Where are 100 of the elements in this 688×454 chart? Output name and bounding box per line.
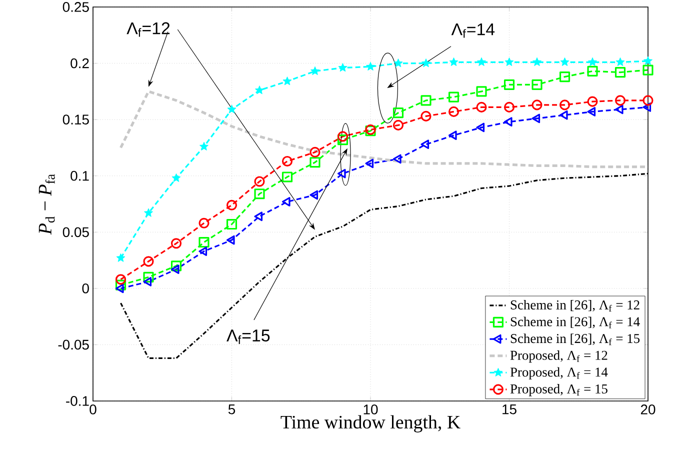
point	[115, 274, 126, 285]
annotation: Λ$_{f}$=15	[226, 330, 270, 344]
point	[170, 264, 180, 274]
point	[392, 154, 402, 164]
point	[588, 57, 598, 66]
point	[143, 256, 154, 267]
point	[143, 276, 152, 286]
x-tick-label: 0	[90, 404, 96, 414]
point	[642, 102, 652, 112]
point	[254, 188, 265, 200]
point	[448, 106, 460, 117]
point	[532, 100, 542, 110]
y-tick-label: 0	[82, 283, 89, 294]
point	[614, 67, 626, 78]
point	[198, 236, 210, 248]
point	[226, 218, 238, 230]
point	[310, 146, 320, 158]
point	[420, 110, 432, 122]
point	[115, 284, 124, 294]
point	[420, 140, 430, 150]
point	[338, 63, 348, 72]
x-tick-label: 10	[364, 404, 378, 414]
point	[532, 79, 542, 90]
point	[254, 86, 264, 94]
point	[616, 57, 625, 66]
point	[337, 168, 346, 178]
point	[559, 100, 570, 110]
point	[337, 131, 348, 142]
point	[254, 176, 265, 187]
point	[226, 235, 235, 245]
point	[476, 57, 486, 66]
point	[365, 158, 374, 168]
point	[170, 260, 182, 272]
point	[144, 208, 154, 217]
x-axis-title: Time window length, K	[280, 415, 460, 432]
y-tick-label: 0.25	[62, 2, 89, 12]
point	[476, 86, 487, 97]
point	[172, 173, 181, 182]
point	[116, 253, 126, 262]
point	[282, 156, 293, 167]
point	[421, 58, 431, 68]
point	[614, 95, 626, 106]
point	[532, 114, 540, 124]
point	[392, 120, 404, 130]
y-tick-label: 0.05	[62, 227, 89, 238]
y-axis-title: P$_{d}$ − P$_{fa}$	[38, 174, 55, 235]
point	[504, 79, 515, 90]
point	[198, 218, 210, 228]
point	[310, 190, 318, 200]
point	[366, 62, 376, 71]
legend-label: Scheme in [26], Λ$_{f}$ = 12	[510, 300, 640, 312]
point	[310, 157, 320, 168]
legend-label: Scheme in [26], Λ$_{f}$ = 14	[510, 316, 640, 328]
point	[394, 58, 403, 68]
point	[282, 172, 293, 182]
point	[560, 57, 570, 66]
y-tick-label: -0.1	[66, 396, 89, 406]
legend-label: Proposed, Λ$_{f}$ = 15	[510, 384, 608, 396]
point	[227, 104, 236, 114]
annotation: Λ$_{f}$=14	[451, 23, 495, 38]
y-tick-label: 0.1	[70, 170, 89, 181]
point	[642, 64, 654, 76]
point	[337, 134, 348, 146]
point	[226, 200, 238, 210]
point	[448, 92, 460, 102]
point	[199, 142, 209, 150]
y-tick-label: 0.2	[70, 58, 89, 68]
point	[504, 57, 514, 66]
point	[476, 102, 487, 112]
point	[587, 107, 596, 116]
point	[587, 96, 598, 107]
point	[115, 280, 126, 290]
point	[449, 57, 458, 66]
point	[559, 110, 568, 120]
point	[559, 72, 570, 82]
point	[420, 95, 432, 106]
point	[254, 212, 263, 222]
point	[282, 76, 292, 86]
legend-label: Proposed, Λ$_{f}$ = 14	[510, 367, 608, 380]
point	[476, 122, 485, 132]
x-tick-label: 15	[502, 404, 516, 414]
point	[614, 104, 624, 114]
point	[448, 130, 457, 140]
legend-label: Scheme in [26], Λ$_{f}$ = 15	[510, 334, 640, 346]
point	[170, 238, 182, 249]
point	[642, 95, 654, 106]
point	[282, 197, 290, 206]
point	[504, 117, 512, 127]
x-tick-label: 5	[228, 404, 236, 414]
point	[310, 66, 320, 76]
y-tick-label: -0.05	[58, 340, 89, 350]
y-tick-label: 0.15	[62, 114, 89, 125]
legend-label: Proposed, Λ$_{f}$ = 12	[510, 350, 608, 363]
point	[143, 272, 154, 282]
point	[504, 102, 515, 112]
x-tick-label: 20	[640, 404, 656, 414]
point	[392, 108, 404, 118]
point	[643, 56, 653, 65]
point	[198, 246, 208, 256]
point	[587, 66, 598, 76]
